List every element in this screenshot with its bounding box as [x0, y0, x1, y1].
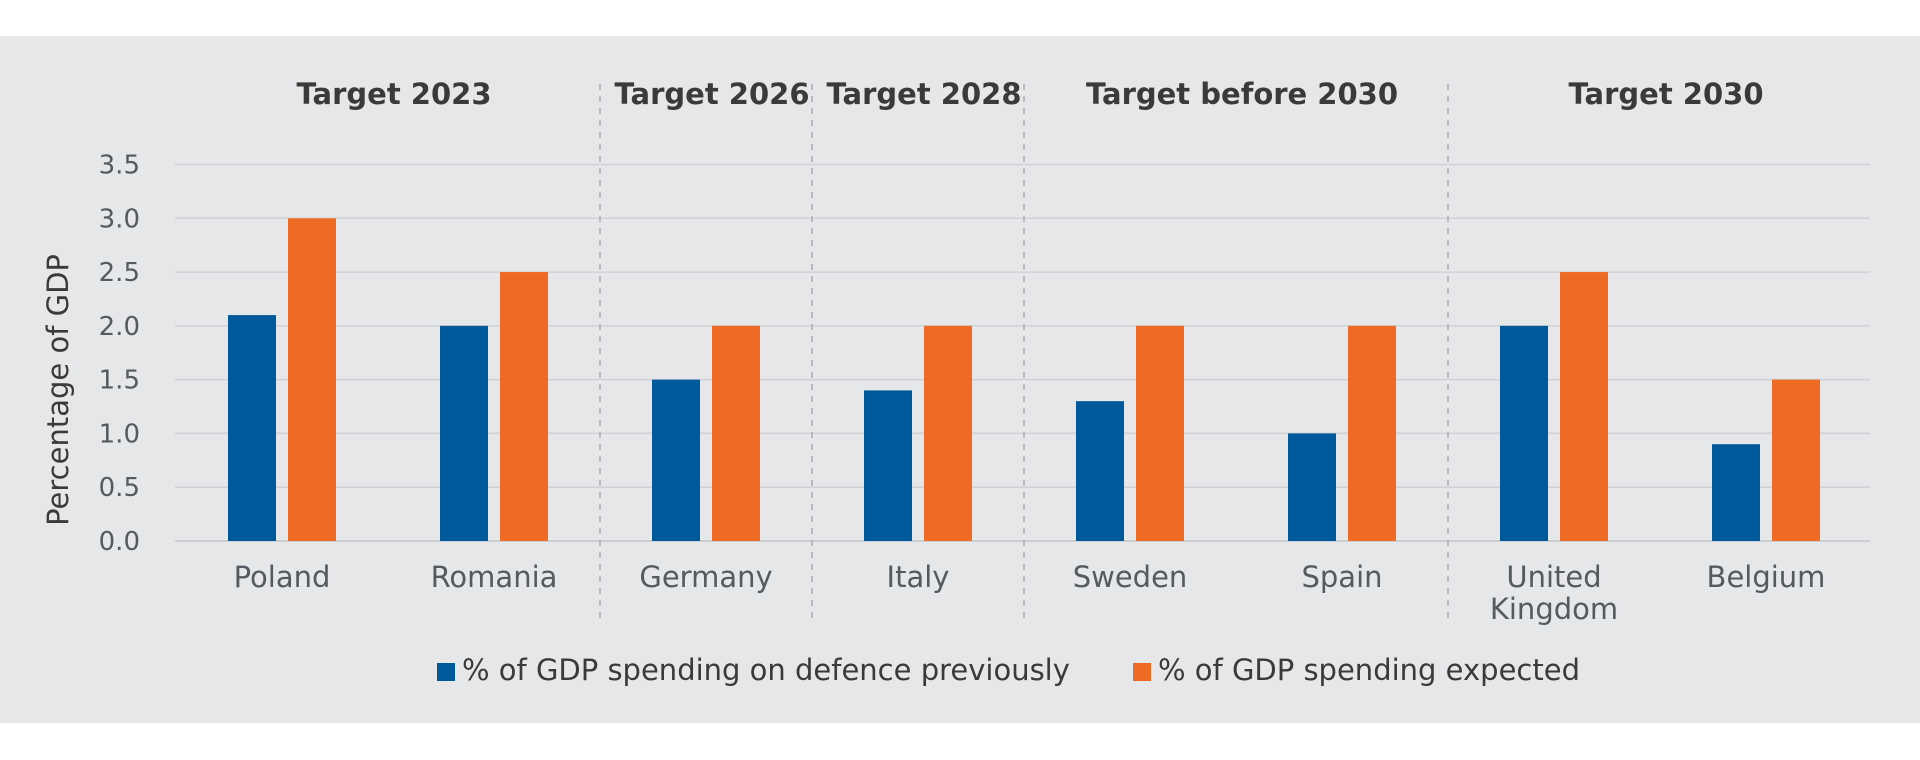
x-category-label-line: Kingdom — [1490, 592, 1618, 626]
x-category-label-line: Spain — [1301, 560, 1382, 594]
x-category-label: Spain — [1301, 560, 1382, 594]
legend-swatch-previous — [437, 663, 455, 681]
y-tick-label: 2.0 — [99, 312, 140, 342]
x-category-label: Romania — [431, 560, 558, 594]
y-tick-label: 0.0 — [99, 527, 140, 557]
x-category-label: Germany — [639, 560, 772, 594]
x-category-label-line: Belgium — [1707, 560, 1826, 594]
group-title: Target 2028 — [826, 77, 1021, 111]
x-category-label-line: Sweden — [1073, 560, 1188, 594]
y-tick-label: 0.5 — [99, 473, 140, 503]
group-title: Target before 2030 — [1086, 77, 1398, 111]
x-category-label-line: Romania — [431, 560, 558, 594]
x-category-label: United Kingdom — [1490, 560, 1618, 626]
labels: 0.0 0.5 1.0 1.5 2.0 2.5 3.0 3.5 Poland Romania Ger… — [99, 77, 1826, 626]
y-tick-label: 3.0 — [99, 204, 140, 234]
y-tick-label: 3.5 — [99, 151, 140, 181]
bar-previous-poland — [228, 315, 276, 541]
bar-expected-united-kingdom — [1560, 272, 1608, 541]
group-title: Target 2030 — [1568, 77, 1763, 111]
bar-expected-poland — [288, 218, 336, 542]
legend-label-expected: % of GDP spending expected — [1158, 653, 1580, 687]
y-tick-label: 1.0 — [99, 419, 140, 449]
legend-label-previous: % of GDP spending on defence previously — [462, 653, 1070, 687]
chart-panel: 0.0 0.5 1.0 1.5 2.0 2.5 3.0 3.5 Poland Romania Ger… — [0, 36, 1920, 723]
bar-previous-germany — [652, 379, 700, 541]
x-category-label: Poland — [234, 560, 331, 594]
bar-expected-germany — [712, 325, 760, 541]
x-category-label-line: Italy — [887, 560, 950, 594]
legend: % of GDP spending on defence previously … — [437, 653, 1580, 687]
x-category-label-line: Germany — [639, 560, 772, 594]
y-axis-title: Percentage of GDP — [41, 254, 75, 526]
x-category-label-line: United — [1506, 560, 1601, 594]
bar-expected-sweden — [1136, 325, 1184, 541]
bar-previous-belgium — [1712, 444, 1760, 541]
bar-expected-italy — [924, 325, 972, 541]
bar-expected-romania — [500, 272, 548, 541]
bar-previous-united-kingdom — [1500, 325, 1548, 541]
x-category-label: Italy — [887, 560, 950, 594]
bar-previous-spain — [1288, 433, 1336, 541]
group-title: Target 2026 — [614, 77, 809, 111]
x-category-label: Belgium — [1707, 560, 1826, 594]
y-tick-label: 1.5 — [99, 366, 140, 396]
bar-previous-italy — [864, 390, 912, 541]
group-dividers — [599, 84, 1449, 621]
bar-previous-sweden — [1076, 401, 1124, 541]
legend-swatch-expected — [1133, 663, 1151, 681]
group-title: Target 2023 — [296, 77, 491, 111]
bar-chart: 0.0 0.5 1.0 1.5 2.0 2.5 3.0 3.5 Poland Romania Ger… — [41, 77, 1870, 687]
bars — [228, 218, 1820, 542]
x-category-label-line: Poland — [234, 560, 331, 594]
bar-expected-spain — [1348, 325, 1396, 541]
x-category-label: Sweden — [1073, 560, 1188, 594]
gridlines — [175, 163, 1870, 542]
bar-previous-romania — [440, 325, 488, 541]
bar-expected-belgium — [1772, 379, 1820, 541]
y-tick-label: 2.5 — [99, 258, 140, 288]
